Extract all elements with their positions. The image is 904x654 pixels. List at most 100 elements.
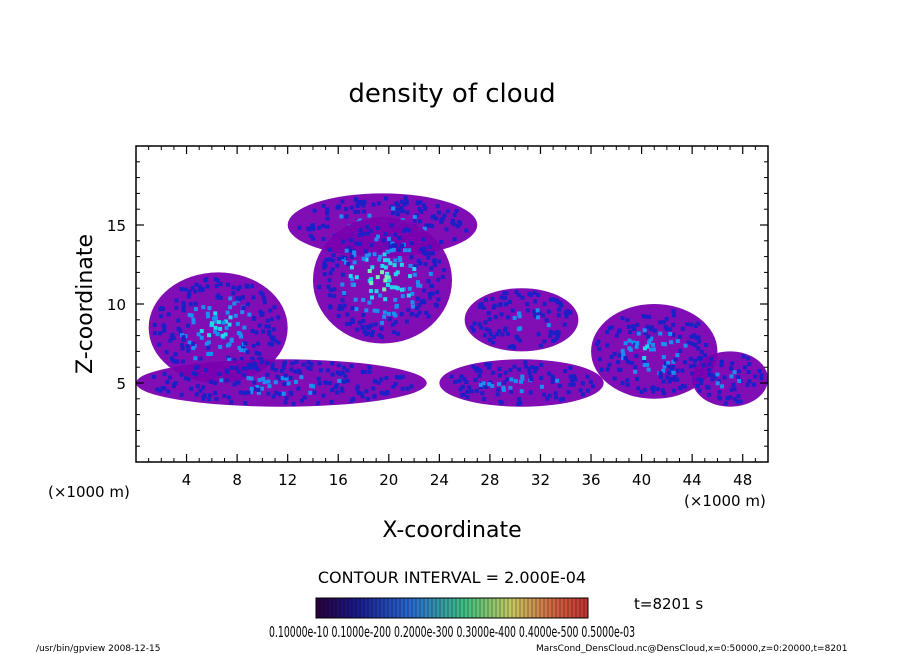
cloud-cell [236, 330, 241, 335]
cloud-cell [379, 377, 384, 382]
cloud-cell [356, 390, 361, 395]
cloud-cell [328, 257, 333, 262]
cloud-cell [397, 235, 402, 240]
cloud-cell [336, 205, 341, 210]
cloud-cell [240, 344, 245, 349]
colorbar-levels [319, 598, 585, 618]
cloud-cell [453, 379, 458, 384]
cloud-cell [427, 291, 432, 296]
cloud-cell [555, 378, 560, 383]
cloud-cell [520, 376, 525, 381]
cloud-cell [354, 241, 359, 246]
cloud-cell [246, 376, 251, 381]
cloud-cell [416, 200, 421, 205]
cloud-cell [556, 307, 561, 312]
cloud-cell [231, 291, 236, 296]
colorbar-labels: 0.10000e-10 0.1000e-200 0.2000e-300 0.30… [269, 623, 635, 641]
cloud-cell [358, 228, 363, 233]
cloud-cell [491, 370, 496, 375]
cloud-cell [605, 330, 610, 335]
cloud-cell [718, 396, 723, 401]
cloud-cell [528, 293, 533, 298]
cloud-cell [206, 397, 211, 402]
cloud-cell [662, 342, 667, 347]
cloud-cell [415, 305, 420, 310]
cloud-cell [651, 347, 656, 352]
cloud-cell [311, 384, 316, 389]
cloud-cell [433, 263, 438, 268]
cloud-cell [432, 258, 437, 263]
cloud-cell [193, 307, 198, 312]
cloud-cell [418, 283, 423, 288]
cloud-cell [187, 313, 192, 318]
cloud-cell [186, 377, 191, 382]
cloud-cell [484, 384, 489, 389]
cloud-cell [350, 282, 355, 287]
cloud-cell [422, 246, 427, 251]
cloud-cell [364, 389, 369, 394]
cloud-cell [436, 297, 441, 302]
cloud-cell [265, 361, 270, 366]
cloud-cell [540, 313, 545, 318]
cloud-cell [445, 209, 450, 214]
cloud-cell [437, 210, 442, 215]
cloud-cell [322, 272, 327, 277]
cloud-cell [645, 344, 650, 349]
cloud-cell [387, 278, 392, 283]
cloud-cell [301, 362, 306, 367]
cloud-cell [284, 376, 289, 381]
cloud-cell [627, 338, 632, 343]
cloud-cell [234, 366, 239, 371]
cloud-cell [520, 374, 525, 379]
cloud-cell [513, 379, 518, 384]
cloud-cell [675, 377, 680, 382]
cloud-cell [738, 399, 743, 404]
cloud-cell [497, 373, 502, 378]
cloud-cell [699, 380, 704, 385]
cloud-cell [391, 311, 396, 316]
cloud-cell [330, 372, 335, 377]
cloud-cell [181, 301, 186, 306]
cloud-cell [665, 375, 670, 380]
cloud-cell [377, 333, 382, 338]
cloud-cell [389, 248, 394, 253]
cloud-cell [311, 236, 316, 241]
cloud-cell [355, 386, 360, 391]
cloud-cell [383, 232, 388, 237]
cloud-cell [658, 371, 663, 376]
cloud-cell [497, 366, 502, 371]
cloud-cell [321, 223, 326, 228]
cloud-cell [649, 347, 654, 352]
cloud-cell [376, 380, 381, 385]
cloud-cell [434, 216, 439, 221]
cloud-cell [233, 313, 238, 318]
cloud-cell [605, 343, 610, 348]
cloud-cell [475, 368, 480, 373]
cloud-cell [256, 387, 261, 392]
cloud-cell [694, 336, 699, 341]
cloud-cell [288, 375, 293, 380]
cloud-cell [704, 343, 709, 348]
cloud-cell [214, 284, 219, 289]
cloud-cell [479, 325, 484, 330]
cloud-cell [378, 293, 383, 298]
cloud-cell [405, 386, 410, 391]
cloud-cell [227, 357, 232, 362]
time-label: t=8201 s [634, 595, 703, 613]
cloud-cell [713, 374, 718, 379]
cloud-cell [375, 275, 380, 280]
cloud-cell [174, 305, 179, 310]
cloud-cell [680, 368, 685, 373]
cloud-cell [481, 396, 486, 401]
cloud-cell [696, 377, 701, 382]
cloud-cell [340, 199, 345, 204]
cloud-cell [404, 200, 409, 205]
cloud-cell [558, 301, 563, 306]
cloud-cell [391, 243, 396, 248]
cloud-cell [729, 387, 734, 392]
cloud-cell [633, 365, 638, 370]
x-axis: 4 8 12 16 20 24 28 32 36 40 44 48 [148, 146, 756, 489]
cloud-cell [399, 312, 404, 317]
cloud-cell [309, 362, 314, 367]
cloud-cell [238, 390, 243, 395]
